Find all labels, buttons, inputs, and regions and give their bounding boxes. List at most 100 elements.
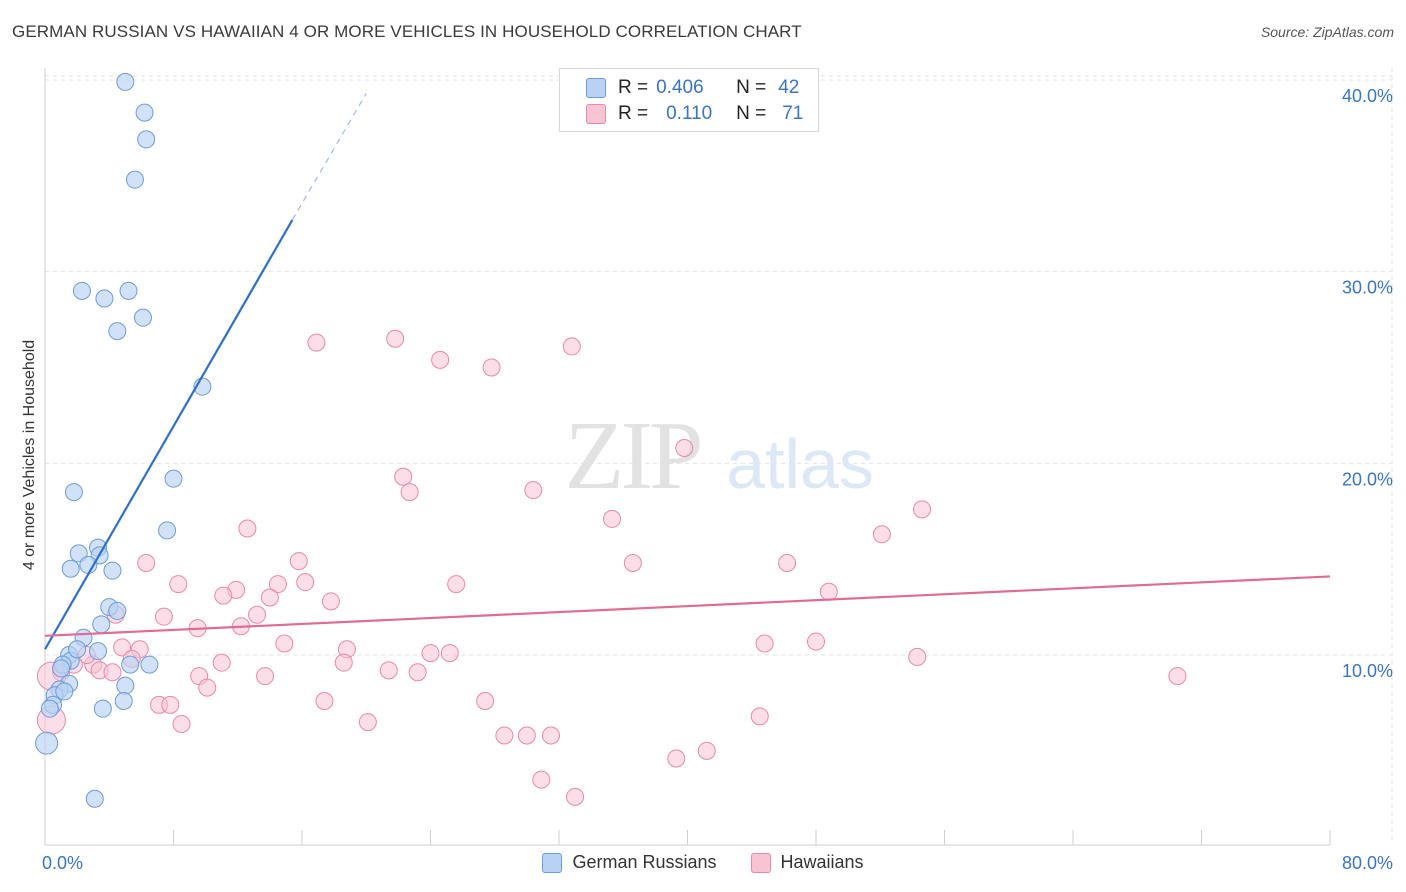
hawaiians-point — [1168, 667, 1187, 686]
german-russians-point — [108, 601, 127, 620]
hawaiians-point — [268, 575, 287, 594]
legend-swatch-pink — [750, 852, 771, 873]
german-russians-point — [108, 322, 127, 341]
hawaiians-trend-line — [44, 575, 1331, 637]
german-russians-points — [35, 72, 212, 808]
german-russians-point — [93, 699, 112, 718]
x-tick-label: 80.0% — [1342, 853, 1393, 873]
hawaiians-point — [113, 638, 132, 657]
hawaiians-point — [562, 337, 581, 356]
hawaiians-point — [260, 588, 279, 607]
hawaiians-point — [778, 554, 797, 572]
german-russians-trend-extension — [291, 93, 367, 221]
german-russians-point — [40, 699, 59, 718]
hawaiians-point — [334, 653, 353, 672]
german-russians-point — [55, 682, 74, 701]
hawaiians-point — [358, 713, 377, 732]
german-russians-point — [164, 469, 183, 488]
hawaiians-point — [212, 653, 231, 672]
hawaiians-point — [697, 741, 716, 760]
german-russians-point — [133, 308, 152, 327]
hawaiians-point — [161, 695, 180, 714]
legend-r-value: 0.406 — [656, 77, 704, 98]
legend-label-hawaiians: Hawaiians — [780, 852, 864, 872]
hawaiians-point — [431, 350, 450, 369]
hawaiians-point — [908, 647, 927, 666]
y-tick-label: 40.0% — [1342, 86, 1393, 106]
y-axis-label: 4 or more Vehicles in Household — [21, 339, 38, 571]
source-label: Source: ZipAtlas.com — [1260, 24, 1394, 40]
german-russians-point — [119, 281, 138, 300]
german-russians-point — [114, 692, 133, 710]
german-russians-point — [158, 521, 177, 540]
german-russians-point — [116, 72, 135, 91]
hawaiians-point — [198, 678, 217, 697]
german-russians-point — [140, 655, 159, 674]
german-russians-point — [64, 483, 83, 502]
legend-r-value: 0.110 — [666, 103, 713, 124]
hawaiians-point — [495, 726, 514, 745]
hawaiians-point — [667, 749, 686, 768]
hawaiians-point — [169, 575, 188, 594]
series-legend: German Russians Hawaiians — [0, 852, 1406, 873]
y-tick-label: 30.0% — [1342, 278, 1393, 298]
y-tick-label: 10.0% — [1342, 661, 1393, 681]
legend-n-value: 42 — [778, 77, 800, 98]
legend-item-hawaiians: Hawaiians — [750, 852, 864, 873]
hawaiians-point — [517, 726, 536, 745]
grid-lines — [45, 68, 1393, 845]
german-russians-point — [125, 170, 144, 189]
hawaiians-point — [421, 644, 440, 663]
legend-r-label: R = — [618, 103, 649, 124]
hawaiians-point — [321, 592, 340, 611]
hawaiians-points — [36, 329, 1187, 806]
hawaiians-point — [379, 661, 398, 680]
watermark: ZIP atlas — [565, 402, 874, 510]
hawaiians-point — [807, 632, 825, 651]
german-russians-trend-line — [44, 219, 294, 650]
hawaiians-point — [524, 481, 543, 500]
german-russians-point — [135, 103, 154, 122]
hawaiians-point — [440, 644, 459, 663]
german-russians-point — [35, 731, 59, 755]
german-russians-point — [116, 676, 135, 695]
hawaiians-point — [913, 500, 932, 519]
hawaiians-point — [623, 554, 642, 572]
tick-labels: 10.0% 20.0% 30.0% 40.0% 0.0% 80.0% — [42, 86, 1393, 873]
hawaiians-point — [541, 726, 560, 745]
x-tick-label: 0.0% — [42, 853, 83, 873]
chart-title: GERMAN RUSSIAN VS HAWAIIAN 4 OR MORE VEH… — [12, 22, 802, 41]
legend-item-german-russians: German Russians — [542, 852, 717, 873]
hawaiians-point — [566, 787, 585, 806]
hawaiians-point — [275, 634, 294, 653]
german-russians-point — [85, 789, 104, 808]
german-russians-point — [69, 544, 88, 563]
german-russians-point — [137, 130, 156, 149]
legend-swatch-pink — [586, 104, 606, 124]
hawaiians-point — [296, 573, 315, 592]
hawaiians-point — [755, 634, 774, 653]
correlation-legend: R = 0.406 N = 42 R = 0.110 N = 71 — [559, 68, 819, 132]
german-russians-point — [68, 640, 87, 659]
hawaiians-point — [307, 333, 326, 352]
watermark-atlas: atlas — [726, 425, 874, 503]
hawaiians-point — [872, 525, 891, 544]
german-russians-point — [103, 561, 122, 580]
hawaiians-point — [532, 770, 551, 789]
hawaiians-point — [408, 663, 427, 682]
german-russians-point — [89, 642, 108, 661]
hawaiians-point — [394, 467, 413, 486]
legend-n-label: N = — [736, 77, 767, 98]
hawaiians-point — [386, 329, 405, 348]
legend-n-label: N = — [736, 103, 767, 124]
german-russians-point — [92, 615, 111, 634]
legend-swatch-blue — [586, 78, 606, 98]
hawaiians-point — [400, 483, 419, 502]
y-tick-label: 20.0% — [1342, 469, 1393, 489]
hawaiians-point — [256, 667, 275, 686]
hawaiians-point — [137, 554, 156, 572]
hawaiians-point — [214, 586, 233, 605]
hawaiians-point — [154, 607, 173, 626]
german-russians-point — [95, 289, 114, 308]
